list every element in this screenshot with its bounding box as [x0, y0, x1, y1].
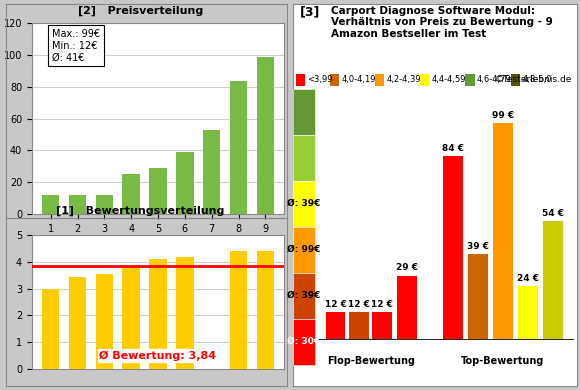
Text: Ø: 30€: Ø: 30€: [287, 337, 321, 346]
Bar: [349, 312, 368, 339]
Bar: [149, 168, 167, 214]
Text: Max.: 99€
Min.: 12€
Ø: 41€: Max.: 99€ Min.: 12€ Ø: 41€: [52, 29, 100, 62]
Text: [1]   Bewertungsverteilung: [1] Bewertungsverteilung: [56, 206, 225, 216]
Bar: [96, 195, 113, 214]
Bar: [42, 289, 59, 369]
Text: 99 €: 99 €: [492, 111, 514, 120]
Bar: [149, 259, 167, 369]
Bar: [176, 257, 194, 369]
Text: 12 €: 12 €: [371, 300, 393, 309]
Bar: [230, 252, 247, 369]
Text: 12 €: 12 €: [348, 300, 369, 309]
Bar: [518, 286, 538, 339]
Text: 84 €: 84 €: [442, 144, 464, 152]
Text: 4,0-4,19: 4,0-4,19: [341, 75, 376, 85]
Text: Ø Bewertung: 3,84: Ø Bewertung: 3,84: [100, 350, 216, 361]
Text: 39 €: 39 €: [467, 241, 489, 250]
Bar: [326, 312, 346, 339]
Bar: [443, 156, 463, 339]
Text: [3]: [3]: [300, 6, 320, 19]
Text: 4,4-4,59: 4,4-4,59: [432, 75, 466, 85]
Bar: [257, 252, 274, 369]
Text: 29 €: 29 €: [396, 263, 418, 272]
Text: 4,6-4,79: 4,6-4,79: [477, 75, 512, 85]
Bar: [122, 266, 140, 369]
Bar: [42, 195, 59, 214]
Text: Carport Diagnose Software Modul:
Verhältnis von Preis zu Bewertung - 9
Amazon Be: Carport Diagnose Software Modul: Verhält…: [331, 6, 552, 39]
Text: <3,99: <3,99: [307, 75, 333, 85]
Bar: [230, 81, 247, 214]
Text: 24 €: 24 €: [517, 274, 539, 283]
Bar: [397, 275, 416, 339]
Text: Top-Bewertung: Top-Bewertung: [461, 356, 545, 366]
Text: 12 €: 12 €: [325, 300, 347, 309]
Text: Ø: 39€: Ø: 39€: [287, 199, 321, 208]
Bar: [543, 221, 563, 339]
Text: 4,2-4,39: 4,2-4,39: [386, 75, 421, 85]
Bar: [203, 130, 220, 214]
Text: Ø: 39€: Ø: 39€: [287, 291, 321, 300]
Bar: [69, 277, 86, 369]
Bar: [493, 123, 513, 339]
Text: 54 €: 54 €: [542, 209, 564, 218]
Text: 4,8-5,0: 4,8-5,0: [522, 75, 552, 85]
Bar: [257, 57, 274, 214]
Bar: [69, 195, 86, 214]
Bar: [468, 254, 488, 339]
Text: [2]   Preisverteilung: [2] Preisverteilung: [78, 6, 203, 16]
Text: ©Testerlebnis.de: ©Testerlebnis.de: [495, 75, 572, 85]
Text: Flop-Bewertung: Flop-Bewertung: [327, 356, 415, 366]
Bar: [96, 274, 113, 369]
Bar: [372, 312, 392, 339]
Text: Ø: 99€: Ø: 99€: [287, 245, 321, 254]
Bar: [176, 152, 194, 214]
Bar: [122, 174, 140, 214]
